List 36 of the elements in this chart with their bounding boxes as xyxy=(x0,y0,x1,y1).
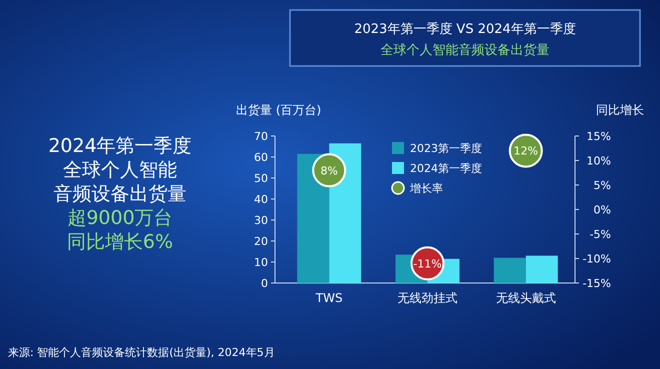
y2-tick-label: 0% xyxy=(594,204,611,216)
source-note: 来源: 智能个人音频设备统计数据(出货量), 2024年5月 xyxy=(8,346,275,359)
legend-label: 2024第一季度 xyxy=(410,162,482,175)
text: 音频设备出货量 xyxy=(54,183,186,205)
x-tick-label: TWS xyxy=(314,291,343,305)
legend-label: 增长率 xyxy=(409,182,443,195)
y2-tick-label: 10% xyxy=(586,154,611,168)
y-tick-label: 60 xyxy=(254,151,268,164)
chart-subtitle: 全球个人智能音频设备出货量 xyxy=(380,43,550,58)
text: 超9000万台 xyxy=(67,207,173,229)
x-tick-label: 无线头戴式 xyxy=(496,291,556,305)
data-label: -11% xyxy=(413,257,442,270)
y2-tick-label: -5% xyxy=(590,228,611,241)
y2-tick-label: 15% xyxy=(586,130,611,143)
y2-tick-label: -10% xyxy=(582,252,611,266)
y-tick-label: 0 xyxy=(261,277,268,290)
y-tick-label: 70 xyxy=(254,130,268,143)
text: 同比增长6% xyxy=(66,231,174,253)
y2-tick-label: -15% xyxy=(582,277,611,290)
chart-title: 2023年第一季度 VS 2024年第一季度 xyxy=(354,21,576,37)
y-axis-title: 出货量 (百万台) xyxy=(236,103,322,117)
y2-axis-title: 同比增长 xyxy=(596,103,644,117)
text: 全球个人智能 xyxy=(63,159,177,181)
bar xyxy=(494,258,526,283)
data-label: 12% xyxy=(514,144,538,158)
x-tick-label: 无线劲挂式 xyxy=(398,291,458,305)
y-tick-label: 30 xyxy=(254,214,268,227)
text: 2024年第一季度 xyxy=(48,135,192,157)
y-tick-label: 10 xyxy=(254,256,268,269)
legend-label: 2023第一季度 xyxy=(410,142,482,155)
y-tick-label: 20 xyxy=(254,235,268,248)
y-tick-label: 50 xyxy=(254,172,268,185)
bar xyxy=(526,256,558,283)
y-tick-label: 40 xyxy=(254,193,268,206)
data-label: 8% xyxy=(320,164,338,178)
y2-tick-label: 5% xyxy=(594,179,611,192)
